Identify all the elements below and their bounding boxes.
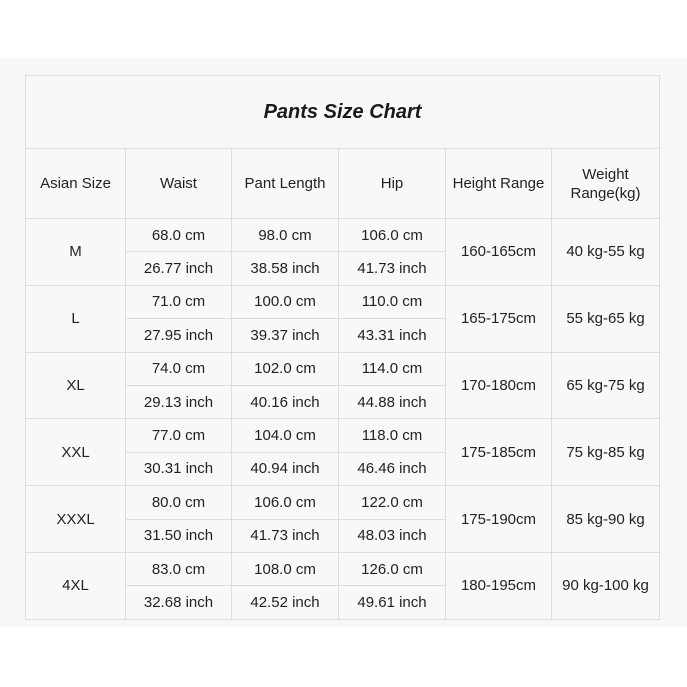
header-height-range: Height Range [445,148,552,219]
waist-cm-cell: 74.0 cm [125,351,232,386]
height-cell: 170-180cm [445,351,552,420]
table-row: 31.50 inch 41.73 inch 48.03 inch [26,518,660,553]
waist-inch-cell: 30.31 inch [125,451,232,487]
length-cm-cell: 98.0 cm [231,217,339,253]
waist-inch-cell: 32.68 inch [125,585,232,620]
weight-cell: 75 kg-85 kg [550,418,661,487]
hip-inch-cell: 43.31 inch [338,318,446,353]
header-pant-length: Pant Length [231,148,339,219]
hip-inch-cell: 46.46 inch [338,451,446,487]
waist-inch-cell: 27.95 inch [125,318,232,353]
size-chart-table: Pants Size Chart Asian Size Waist Pant L… [24,75,661,620]
waist-cm-cell: 77.0 cm [125,418,232,453]
length-cm-cell: 108.0 cm [231,551,339,587]
size-cell: XL [25,351,126,420]
length-inch-cell: 40.16 inch [231,384,339,420]
weight-cell: 90 kg-100 kg [550,551,661,620]
length-cm-cell: 102.0 cm [231,351,339,386]
hip-inch-cell: 48.03 inch [338,518,446,553]
table-row: 30.31 inch 40.94 inch 46.46 inch [26,451,660,487]
waist-cm-cell: 71.0 cm [125,284,232,320]
hip-cm-cell: 118.0 cm [338,418,446,453]
weight-cell: 40 kg-55 kg [550,218,661,286]
length-cm-cell: 100.0 cm [231,284,339,320]
waist-cm-cell: 68.0 cm [125,217,232,253]
size-cell: XXXL [25,485,126,553]
height-cell: 175-185cm [445,418,552,487]
table-row: 27.95 inch 39.37 inch 43.31 inch [26,318,660,353]
hip-cm-cell: 126.0 cm [338,551,446,587]
table-row: M 68.0 cm 98.0 cm 106.0 cm 160-165cm 40 kg-55… [25,217,661,286]
height-cell: 160-165cm [445,218,552,286]
height-cell: 175-190cm [445,485,552,553]
hip-inch-cell: 41.73 inch [338,251,446,286]
hip-inch-cell: 49.61 inch [338,585,446,620]
table-row: 32.68 inch 42.52 inch 49.61 inch [26,585,660,620]
waist-inch-cell: 31.50 inch [125,518,232,553]
header-asian-size: Asian Size [25,148,126,219]
length-cm-cell: 104.0 cm [231,418,339,453]
waist-cm-cell: 83.0 cm [125,551,232,587]
size-cell: M [25,218,126,286]
table-title: Pants Size Chart [24,75,661,149]
weight-cell: 85 kg-90 kg [550,485,661,553]
waist-inch-cell: 26.77 inch [125,251,232,286]
length-cm-cell: 106.0 cm [231,485,339,520]
size-cell: 4XL [25,551,126,620]
height-cell: 180-195cm [445,551,552,620]
waist-cm-cell: 80.0 cm [125,485,232,520]
weight-cell: 65 kg-75 kg [550,351,661,420]
length-inch-cell: 42.52 inch [231,585,339,620]
table-row: XXL 77.0 cm 104.0 cm 118.0 cm 175-185cm 75 kg… [25,418,661,487]
length-inch-cell: 41.73 inch [231,518,339,553]
hip-cm-cell: 114.0 cm [338,351,446,386]
header-waist: Waist [125,148,232,219]
hip-cm-cell: 122.0 cm [338,485,446,520]
length-inch-cell: 38.58 inch [231,251,339,286]
header-hip: Hip [338,148,446,219]
table-row: L 71.0 cm 100.0 cm 110.0 cm 165-175cm 55 kg-6… [25,284,661,353]
table-row: 26.77 inch 38.58 inch 41.73 inch [26,251,660,286]
hip-cm-cell: 106.0 cm [338,217,446,253]
waist-inch-cell: 29.13 inch [125,384,232,420]
weight-cell: 55 kg-65 kg [550,284,661,353]
size-cell: L [25,284,126,353]
hip-cm-cell: 110.0 cm [338,284,446,320]
table-row: XXXL 80.0 cm 106.0 cm 122.0 cm 175-190cm 85 k… [25,485,661,553]
table-row: XL 74.0 cm 102.0 cm 114.0 cm 170-180cm 65 kg-… [25,351,661,420]
hip-inch-cell: 44.88 inch [338,384,446,420]
length-inch-cell: 39.37 inch [231,318,339,353]
table-row: 4XL 83.0 cm 108.0 cm 126.0 cm 180-195cm 90 kg… [25,551,661,620]
length-inch-cell: 40.94 inch [231,451,339,487]
height-cell: 165-175cm [445,284,552,353]
header-weight-range: Weight Range(kg) [550,148,661,219]
table-row: 29.13 inch 40.16 inch 44.88 inch [26,384,660,420]
size-cell: XXL [25,418,126,487]
